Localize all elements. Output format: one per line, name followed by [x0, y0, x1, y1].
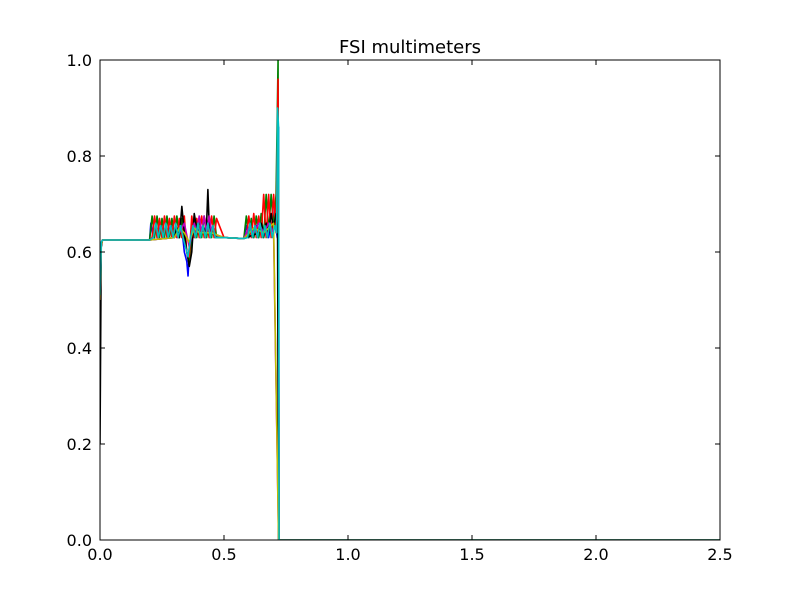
y-tick-label: 0.6: [67, 243, 92, 262]
series-layer: [100, 60, 720, 540]
y-tick-label: 0.0: [67, 531, 92, 550]
x-tick-label: 1.5: [459, 545, 484, 564]
chart-title: FSI multimeters: [339, 37, 481, 58]
series-line-7: [100, 107, 720, 540]
y-tick-label: 0.2: [67, 435, 92, 454]
x-tick-label: 0.0: [87, 545, 112, 564]
axis-ticks: 0.0 0.5 1.0 1.5 2.0 2.5 0.0 0.2 0.4 0.6 0.8 1.0: [67, 51, 733, 564]
x-tick-label: 2.5: [707, 545, 732, 564]
x-tick-label: 0.5: [211, 545, 236, 564]
plot-frame: [99, 59, 721, 541]
y-tick-label: 0.8: [67, 147, 92, 166]
y-tick-label: 1.0: [67, 51, 92, 70]
y-tick-label: 0.4: [67, 339, 92, 358]
x-tick-label: 2.0: [583, 545, 608, 564]
x-tick-label: 1.0: [335, 545, 360, 564]
